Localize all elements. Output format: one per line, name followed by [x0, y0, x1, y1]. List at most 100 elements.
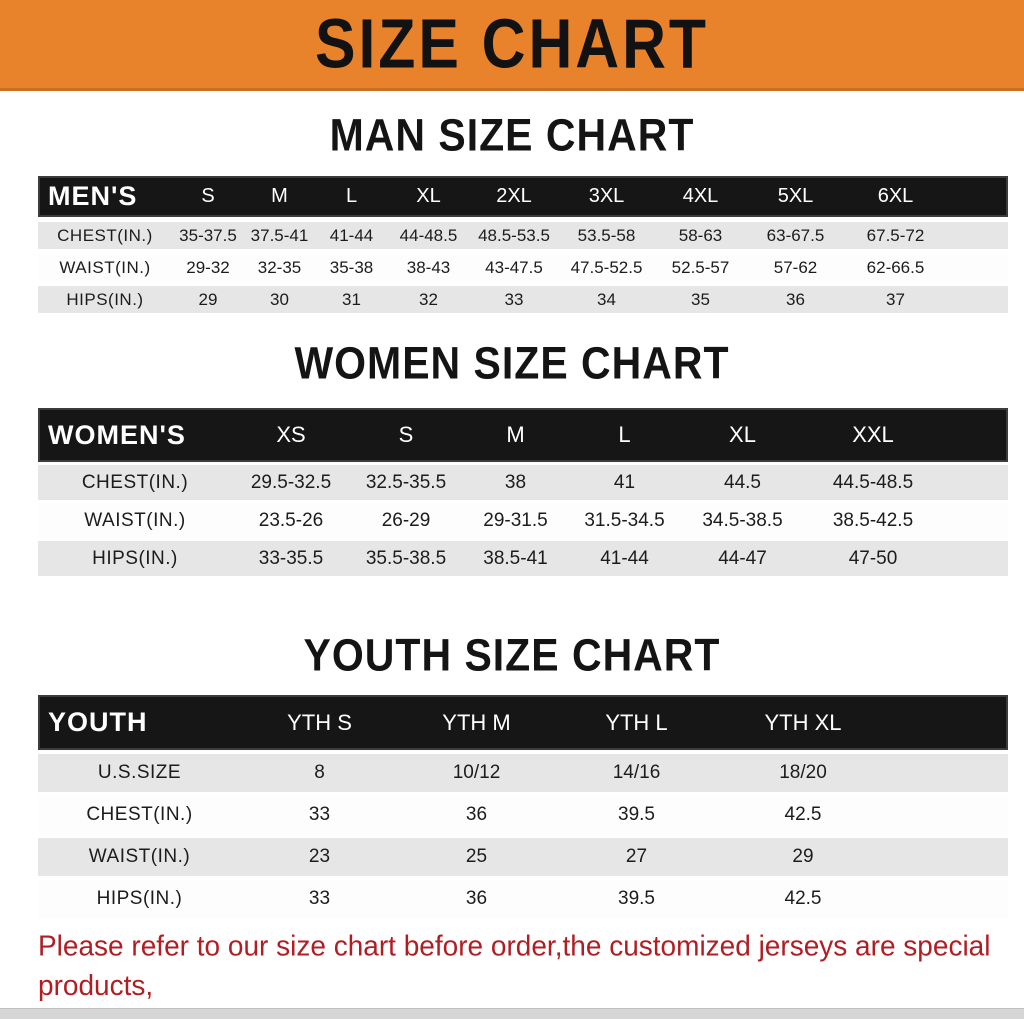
size-value: 38-43 — [406, 257, 451, 277]
youth-size-table: YOUTH YTH S YTH M YTH L YTH XL U.S.SIZE 8 10/12… — [38, 695, 1008, 918]
size-value: 31.5-34.5 — [584, 509, 665, 531]
size-value: 47.5-52.5 — [570, 257, 643, 277]
size-value: 33 — [504, 289, 524, 309]
size-value: 27 — [625, 846, 648, 867]
size-value: 53.5-58 — [577, 225, 636, 245]
row-label: HIPS(IN.) — [92, 547, 178, 569]
size-value: 33 — [308, 804, 331, 825]
size-value: 29-32 — [186, 257, 230, 277]
table-row: WAIST(IN.) 23 25 27 29 — [38, 838, 1008, 876]
size-value: 33 — [308, 888, 331, 909]
size-column-header: L — [618, 422, 631, 447]
size-value: 26-29 — [381, 509, 431, 531]
size-value: 63-67.5 — [766, 225, 825, 245]
size-value: 67.5-72 — [866, 225, 925, 245]
size-column-header: XS — [276, 422, 306, 447]
size-value: 23.5-26 — [258, 509, 324, 531]
size-value: 48.5-53.5 — [478, 225, 550, 245]
size-value: 29-31.5 — [483, 509, 548, 531]
size-value: 29 — [792, 846, 814, 867]
size-value: 43-47.5 — [485, 257, 543, 277]
size-column-header: XL — [416, 185, 441, 207]
disclaimer-text: Please refer to our size chart before or… — [38, 926, 1013, 1019]
size-value: 57-62 — [773, 257, 818, 277]
size-column-header: S — [398, 422, 414, 447]
table-row: HIPS(IN.) 33-35.5 35.5-38.5 38.5-41 41-44 44-… — [38, 541, 1008, 576]
size-value: 10/12 — [452, 762, 501, 783]
size-column-header: YTH M — [442, 709, 511, 735]
size-value: 35-38 — [329, 257, 374, 277]
table-row: U.S.SIZE 8 10/12 14/16 18/20 — [38, 754, 1008, 792]
size-value: 44.5 — [724, 471, 761, 493]
row-label: HIPS(IN.) — [66, 289, 144, 309]
size-column-header: 2XL — [496, 185, 532, 207]
size-column-header: 3XL — [588, 185, 625, 207]
size-column-header: L — [345, 185, 358, 207]
row-label: WAIST(IN.) — [84, 509, 186, 531]
size-value: 37.5-41 — [250, 225, 309, 245]
size-value: 34.5-38.5 — [702, 509, 783, 531]
size-value: 36 — [465, 804, 488, 825]
table-header-row: WOMEN'S XS S M L XL XXL — [38, 408, 1008, 462]
size-value: 41 — [613, 471, 636, 493]
size-value: 36 — [465, 888, 488, 909]
size-value: 23 — [308, 846, 331, 867]
size-value: 33-35.5 — [258, 547, 324, 569]
table-corner-label: WOMEN'S — [48, 419, 186, 450]
row-label: CHEST(IN.) — [81, 471, 189, 493]
size-value: 8 — [314, 762, 325, 783]
row-label: CHEST(IN.) — [57, 225, 153, 245]
size-column-header: YTH S — [287, 709, 352, 735]
table-row: HIPS(IN.) 29 30 31 32 33 34 35 36 37 — [38, 286, 1008, 313]
size-value: 39.5 — [618, 804, 655, 825]
row-label: WAIST(IN.) — [59, 257, 151, 277]
size-value: 42.5 — [784, 888, 822, 909]
table-row: CHEST(IN.) 33 36 39.5 42.5 — [38, 796, 1008, 834]
size-column-header: XXL — [852, 422, 894, 447]
bottom-bar — [0, 1008, 1024, 1019]
size-value: 18/20 — [779, 762, 827, 783]
size-value: 44-48.5 — [399, 225, 458, 245]
table-header-row: MEN'S S M L XL 2XL 3XL 4XL 5XL 6XL — [38, 176, 1008, 217]
table-header-row: YOUTH YTH S YTH M YTH L YTH XL — [38, 695, 1008, 750]
size-column-header: S — [201, 185, 215, 207]
size-value: 35 — [691, 289, 710, 309]
row-label: HIPS(IN.) — [96, 888, 183, 909]
size-value: 14/16 — [612, 762, 661, 783]
man-size-chart-heading: MAN SIZE CHART — [329, 109, 695, 161]
size-value: 58-63 — [678, 225, 723, 245]
size-value: 31 — [342, 289, 361, 309]
table-row: WAIST(IN.) 29-32 32-35 35-38 38-43 43-47.5 47.… — [38, 254, 1008, 281]
size-value: 32 — [419, 289, 438, 309]
size-value: 30 — [270, 289, 289, 309]
women-size-chart-heading: WOMEN SIZE CHART — [294, 337, 730, 389]
row-label: U.S.SIZE — [97, 762, 182, 783]
table-row: CHEST(IN.) 29.5-32.5 32.5-35.5 38 41 44.5 44.5… — [38, 465, 1008, 500]
size-value: 36 — [786, 289, 805, 309]
size-column-header: YTH XL — [764, 709, 842, 735]
size-column-header: 6XL — [877, 185, 914, 207]
disclaimer-line-1: Please refer to our size chart before or… — [38, 929, 991, 1002]
size-value: 29 — [198, 289, 218, 309]
size-column-header: 5XL — [777, 185, 814, 207]
size-value: 32.5-35.5 — [365, 471, 447, 493]
size-value: 44-47 — [718, 547, 767, 569]
size-column-header: 4XL — [682, 185, 719, 207]
size-value: 62-66.5 — [866, 257, 925, 277]
size-value: 25 — [465, 846, 488, 867]
size-value: 39.5 — [618, 888, 655, 909]
table-row: WAIST(IN.) 23.5-26 26-29 29-31.5 31.5-34.5 34… — [38, 503, 1008, 538]
size-value: 38.5-41 — [483, 547, 548, 569]
size-value: 29.5-32.5 — [250, 471, 332, 493]
table-corner-label: MEN'S — [48, 181, 138, 211]
size-value: 38 — [504, 471, 527, 493]
size-value: 41-44 — [329, 225, 374, 245]
row-label: WAIST(IN.) — [88, 846, 191, 867]
size-value: 35.5-38.5 — [365, 547, 447, 569]
size-value: 38.5-42.5 — [832, 509, 914, 531]
size-value: 52.5-57 — [671, 257, 730, 277]
size-value: 44.5-48.5 — [832, 471, 914, 493]
mens-size-table: MEN'S S M L XL 2XL 3XL 4XL 5XL 6XL CHEST(IN.) 35-37… — [38, 176, 1008, 313]
size-column-header: M — [506, 422, 525, 447]
